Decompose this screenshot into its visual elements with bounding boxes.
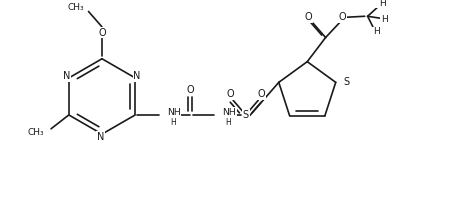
Text: H: H <box>373 27 380 36</box>
Text: NH: NH <box>167 108 181 117</box>
Text: H: H <box>225 118 231 127</box>
Text: N: N <box>97 131 104 141</box>
Text: N: N <box>134 71 141 81</box>
Text: N: N <box>63 71 71 81</box>
Text: NH: NH <box>223 108 236 117</box>
Text: S: S <box>343 77 349 87</box>
Text: O: O <box>186 85 194 95</box>
Text: O: O <box>257 89 265 99</box>
Text: H: H <box>170 118 176 127</box>
Text: O: O <box>98 28 106 38</box>
Text: O: O <box>226 89 234 99</box>
Text: S: S <box>243 110 249 120</box>
Text: CH₃: CH₃ <box>67 3 84 12</box>
Text: H: H <box>379 0 386 8</box>
Text: O: O <box>305 12 313 22</box>
Text: O: O <box>339 12 347 22</box>
Text: CH₃: CH₃ <box>28 128 44 137</box>
Text: H: H <box>381 15 388 24</box>
